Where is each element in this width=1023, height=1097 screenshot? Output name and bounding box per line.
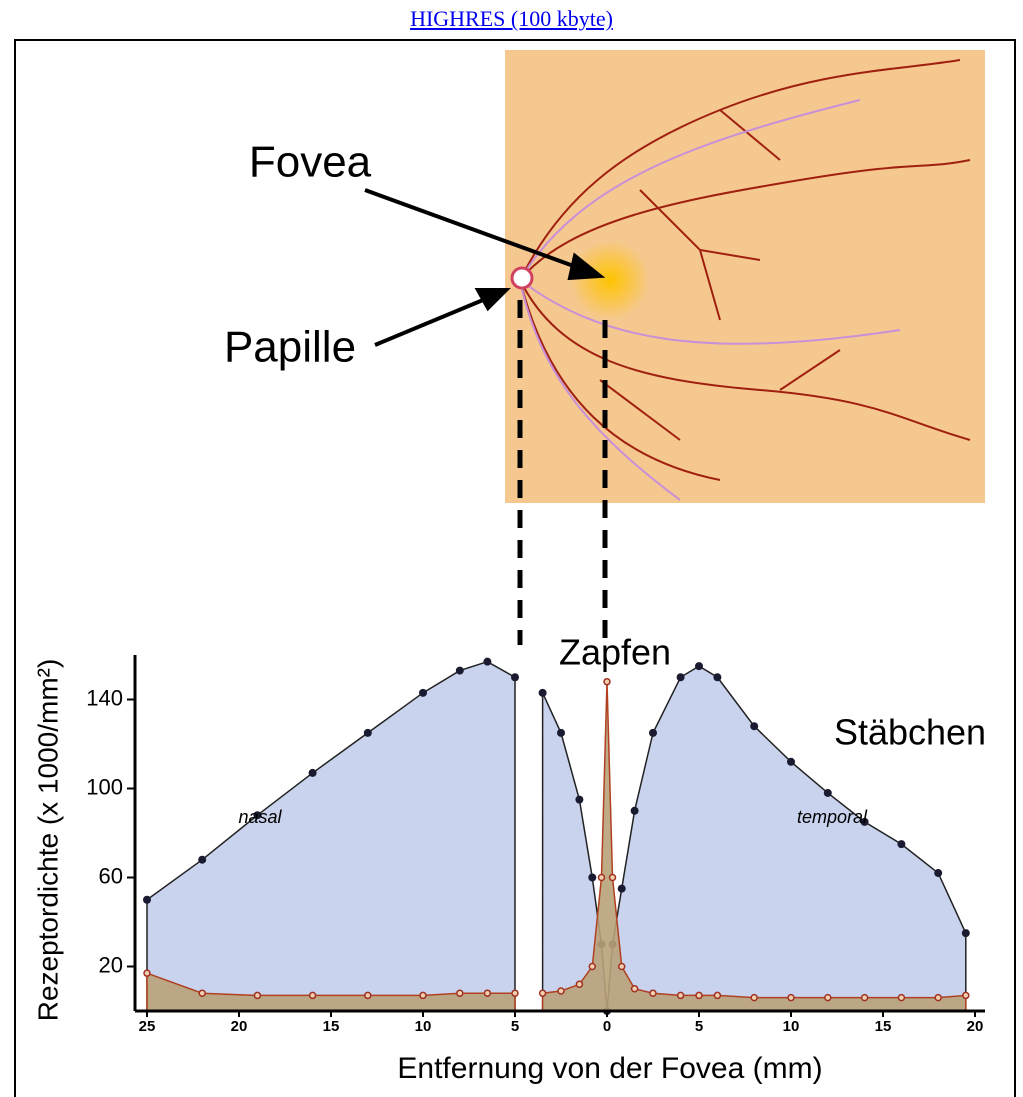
x-tick-label: 5 [511,1018,519,1035]
data-point [695,991,703,1000]
data-point [695,662,703,671]
data-point [143,969,151,977]
data-point [824,993,832,1002]
papille-label: Papille [224,323,356,372]
frame [14,39,1016,1097]
data-point [787,993,795,1002]
y-tick-label: 140 [86,685,123,710]
x-axis-label: Entfernung von der Fovea (mm) [397,1052,822,1085]
annotation: Stäbchen [834,712,986,753]
x-tick-label: 10 [415,1018,432,1035]
data-point [860,993,869,1002]
y-tick-label: 60 [99,863,123,888]
fovea-spot [570,240,650,320]
data-point [456,989,464,997]
annotation: nasal [238,807,282,827]
x-tick-label: 10 [783,1018,800,1035]
data-point [787,757,795,766]
data-point [143,895,151,904]
x-tick-label: 20 [967,1018,984,1035]
data-point [511,989,519,997]
data-point [934,993,942,1002]
data-point [575,980,584,989]
arrows [364,188,606,347]
data-point [308,991,317,1000]
data-point [860,817,869,826]
y-tick-label: 20 [99,952,123,977]
fovea-label: Fovea [249,138,372,187]
x-tick-label: 15 [323,1018,340,1035]
data-point [597,873,606,882]
vessels [519,59,971,481]
x-tick-label: 25 [139,1018,156,1035]
data-point [253,811,262,820]
data-point [649,728,657,737]
y-axis-label: Rezeptordichte (x 1000/mm²) [32,659,63,1022]
data-point [557,987,565,995]
veins [519,99,901,501]
data-point [823,788,832,797]
data-point [617,884,626,893]
data-point [750,722,759,731]
data-point [897,840,906,849]
data-point [557,728,565,737]
data-point [649,989,657,997]
data-point [617,962,626,971]
data-point [603,677,611,686]
data-point [419,688,427,697]
data-point [538,688,547,697]
data-point [608,873,617,882]
y-tick-label: 100 [86,774,123,799]
data-point [511,673,519,682]
highres-link[interactable]: HIGHRES (100 kbyte) [410,6,613,31]
data-point [198,989,206,997]
dashed-guides [517,300,608,645]
annotation: Zapfen [559,632,671,673]
data-point [676,673,685,682]
data-point [934,869,943,878]
data-point [588,962,597,971]
annotation: temporal [797,807,868,827]
x-tick-label: 15 [875,1018,892,1035]
data-point [588,873,597,882]
x-tick-label: 5 [695,1018,703,1035]
data-point [198,855,207,864]
data-point [455,666,464,675]
papille-spot [510,266,534,290]
data-point [962,991,970,1000]
data-point [676,991,685,1000]
x-tick-label: 20 [231,1018,248,1035]
data-point [630,806,639,815]
data-point [750,993,758,1002]
data-point [419,991,427,1000]
data-point [253,991,262,1000]
data-point [538,989,547,997]
x-tick-label: 0 [603,1018,611,1035]
data-point [897,993,906,1002]
data-point [713,991,722,1000]
data-point [363,728,372,737]
data-point [483,657,492,666]
data-point [961,929,970,938]
data-point [308,768,317,777]
data-point [364,991,372,1000]
data-point [713,673,722,682]
data-point [483,989,492,997]
data-point [575,795,584,804]
data-point [630,985,639,993]
